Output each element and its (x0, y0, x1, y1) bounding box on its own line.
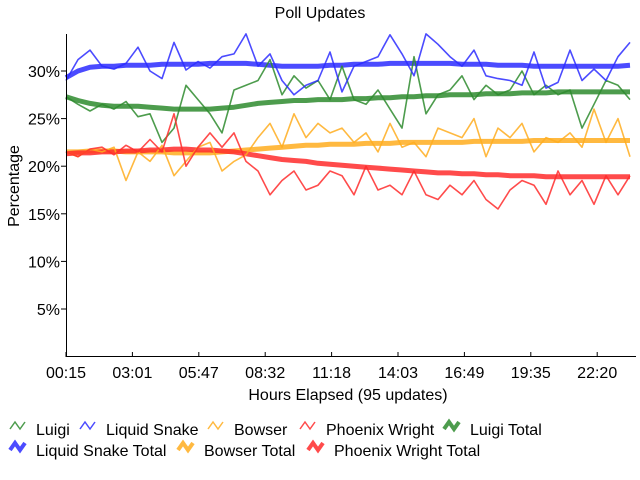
legend-swatch-icon (306, 439, 325, 454)
x-tick-label: 19:35 (511, 365, 551, 382)
legend-item-luigi: Luigi (9, 420, 70, 439)
series-line-luigi-total (65, 89, 630, 112)
series-line-bowser (65, 108, 631, 182)
y-tick-label: 25% (28, 112, 60, 129)
legend-label: Liquid Snake Total (36, 443, 166, 460)
legend-label: Bowser Total (204, 443, 295, 460)
x-tick-label: 11:18 (312, 365, 351, 382)
legend-swatch-icon (8, 439, 27, 454)
y-tick-label: 15% (28, 207, 60, 224)
legend-label: Luigi (36, 422, 70, 439)
y-tick-label: 20% (28, 159, 60, 176)
y-tick-label: 30% (28, 64, 60, 81)
y-tick-label: 10% (28, 254, 60, 271)
series-line-phoenix-wright (65, 113, 631, 210)
legend-item-phoenix-wright: Phoenix Wright (299, 420, 435, 439)
legend-label: Liquid Snake (106, 422, 199, 439)
legend-item-luigi-total: Luigi Total (442, 418, 542, 439)
chart-title: Poll Updates (275, 5, 366, 22)
x-ticks: 00:15 03:01 05:47 08:32 11:18 14:03 16:49 19:35… (46, 352, 617, 382)
legend-item-bowser: Bowser (207, 420, 288, 439)
legend-item-bowser-total: Bowser Total (176, 439, 295, 460)
series-layer (64, 33, 631, 210)
legend-item-liquid-snake: Liquid Snake (79, 420, 199, 439)
x-tick-label: 03:01 (112, 365, 152, 382)
x-tick-label: 05:47 (179, 365, 219, 382)
legend-swatch-icon (79, 420, 96, 431)
legend: Luigi Liquid Snake Bowser Phoenix Wright Lui… (8, 418, 542, 460)
x-axis-label: Hours Elapsed (95 updates) (248, 387, 447, 404)
legend-item-phoenix-wright-total: Phoenix Wright Total (306, 439, 480, 460)
legend-swatch-icon (207, 420, 224, 431)
legend-item-liquid-snake-total: Liquid Snake Total (8, 439, 166, 460)
y-axis-label: Percentage (6, 145, 23, 227)
legend-label: Phoenix Wright (326, 422, 435, 439)
x-tick-label: 08:32 (245, 365, 285, 382)
series-line-liquid-snake (65, 33, 631, 96)
series-line-luigi (65, 55, 631, 144)
legend-swatch-icon (299, 420, 316, 431)
legend-swatch-icon (442, 418, 461, 433)
x-tick-label: 22:20 (577, 365, 617, 382)
legend-label: Luigi Total (470, 422, 542, 439)
series-line-liquid-snake-total (64, 60, 631, 80)
legend-label: Bowser (234, 422, 288, 439)
x-tick-label: 14:03 (378, 365, 418, 382)
legend-swatch-icon (176, 439, 195, 454)
y-tick-label: 5% (37, 302, 60, 319)
legend-swatch-icon (9, 420, 26, 431)
legend-label: Phoenix Wright Total (334, 443, 480, 460)
x-tick-label: 16:49 (444, 365, 484, 382)
x-tick-label: 00:15 (46, 365, 86, 382)
y-ticks: 5% 10% 15% 20% 25% 30% (28, 64, 66, 319)
